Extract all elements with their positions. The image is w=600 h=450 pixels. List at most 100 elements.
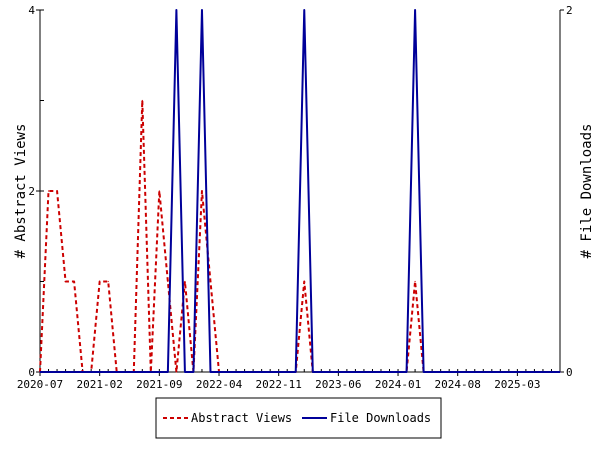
data-point [525,371,527,373]
data-point [82,371,84,373]
data-point [371,371,374,373]
data-point [107,371,109,373]
data-point [107,280,109,283]
data-point [363,371,365,373]
legend: Abstract Views File Downloads [155,397,442,439]
series-layer [39,9,561,373]
data-point [252,371,254,373]
data-point [465,371,467,373]
series-line-abstract-views [39,99,560,373]
data-point [192,371,195,373]
data-point [175,371,177,373]
data-point [346,371,348,373]
data-point [209,371,212,373]
y-left-tick-label: 0 [28,366,35,379]
data-point [354,371,357,373]
data-point [405,371,408,373]
data-point [56,371,58,373]
legend-label-abstract-views: Abstract Views [191,411,292,425]
data-point [533,371,536,373]
data-point [99,280,101,283]
data-point [56,190,58,192]
data-point [99,371,101,373]
data-point [329,371,331,373]
data-point [64,280,67,283]
data-point [303,280,305,283]
data-point [209,280,212,283]
data-point [414,280,416,283]
data-point [158,371,160,373]
data-point [73,371,75,373]
x-tick-label: 2021-02 [76,378,122,391]
x-tick-label: 2025-03 [494,378,540,391]
x-tick-label: 2024-01 [375,378,421,391]
data-point [337,371,339,373]
data-point [491,371,493,373]
data-point [499,371,501,373]
data-point [184,280,186,283]
data-point [150,371,152,373]
data-point [64,371,67,373]
data-point [295,371,297,373]
data-point [440,371,442,373]
data-point [133,371,135,373]
data-point [158,190,160,192]
data-point [141,371,143,373]
legend-box [155,397,442,439]
data-point [397,371,399,373]
data-point [124,371,126,373]
data-point [516,371,518,373]
data-point [559,371,561,373]
data-point [218,371,220,373]
x-tick-label: 2024-08 [435,378,481,391]
data-point [235,371,237,373]
data-point [243,371,246,373]
data-point [175,9,177,11]
x-tick-label: 2022-04 [196,378,243,391]
legend-label-file-downloads: File Downloads [330,411,431,425]
y-left-axis-title: # Abstract Views [13,124,29,259]
y-right-tick-label: 2 [566,4,573,17]
data-point [388,371,391,373]
data-point [312,371,314,373]
data-point [167,371,169,373]
data-point [431,371,433,373]
data-point [414,9,416,11]
x-tick-label: 2023-06 [315,378,361,391]
data-point [261,371,263,373]
data-point [90,371,92,373]
data-point [73,280,75,283]
data-point [448,371,450,373]
y-right-tick-label: 0 [566,366,573,379]
data-point [423,371,425,373]
data-point [226,371,229,373]
data-point [201,9,203,11]
data-point [269,371,271,373]
data-point [116,371,118,373]
data-point [320,371,322,373]
series-line-file-downloads [40,9,560,373]
x-tick-label: 2020-07 [17,378,63,391]
data-point [39,371,41,373]
data-point [550,371,553,373]
data-point [278,371,280,373]
data-point [167,280,169,283]
data-point [380,371,382,373]
data-point [47,190,50,192]
y-right-axis-title: # File Downloads [579,124,595,259]
data-point [474,371,476,373]
data-point [184,371,186,373]
y-right-ticks: 02 [560,4,573,379]
y-left-tick-label: 4 [28,4,35,17]
y-left-tick-label: 2 [28,185,35,198]
data-point [303,9,305,11]
data-point [482,371,484,373]
data-point [201,190,203,192]
data-point [542,371,544,373]
data-point [508,371,510,373]
x-tick-label: 2021-09 [136,378,182,391]
data-point [457,371,459,373]
data-point [47,371,50,373]
x-tick-labels: 2020-07 2021-02 2021-09 2022-04 2022-11 2023-… [17,372,541,391]
